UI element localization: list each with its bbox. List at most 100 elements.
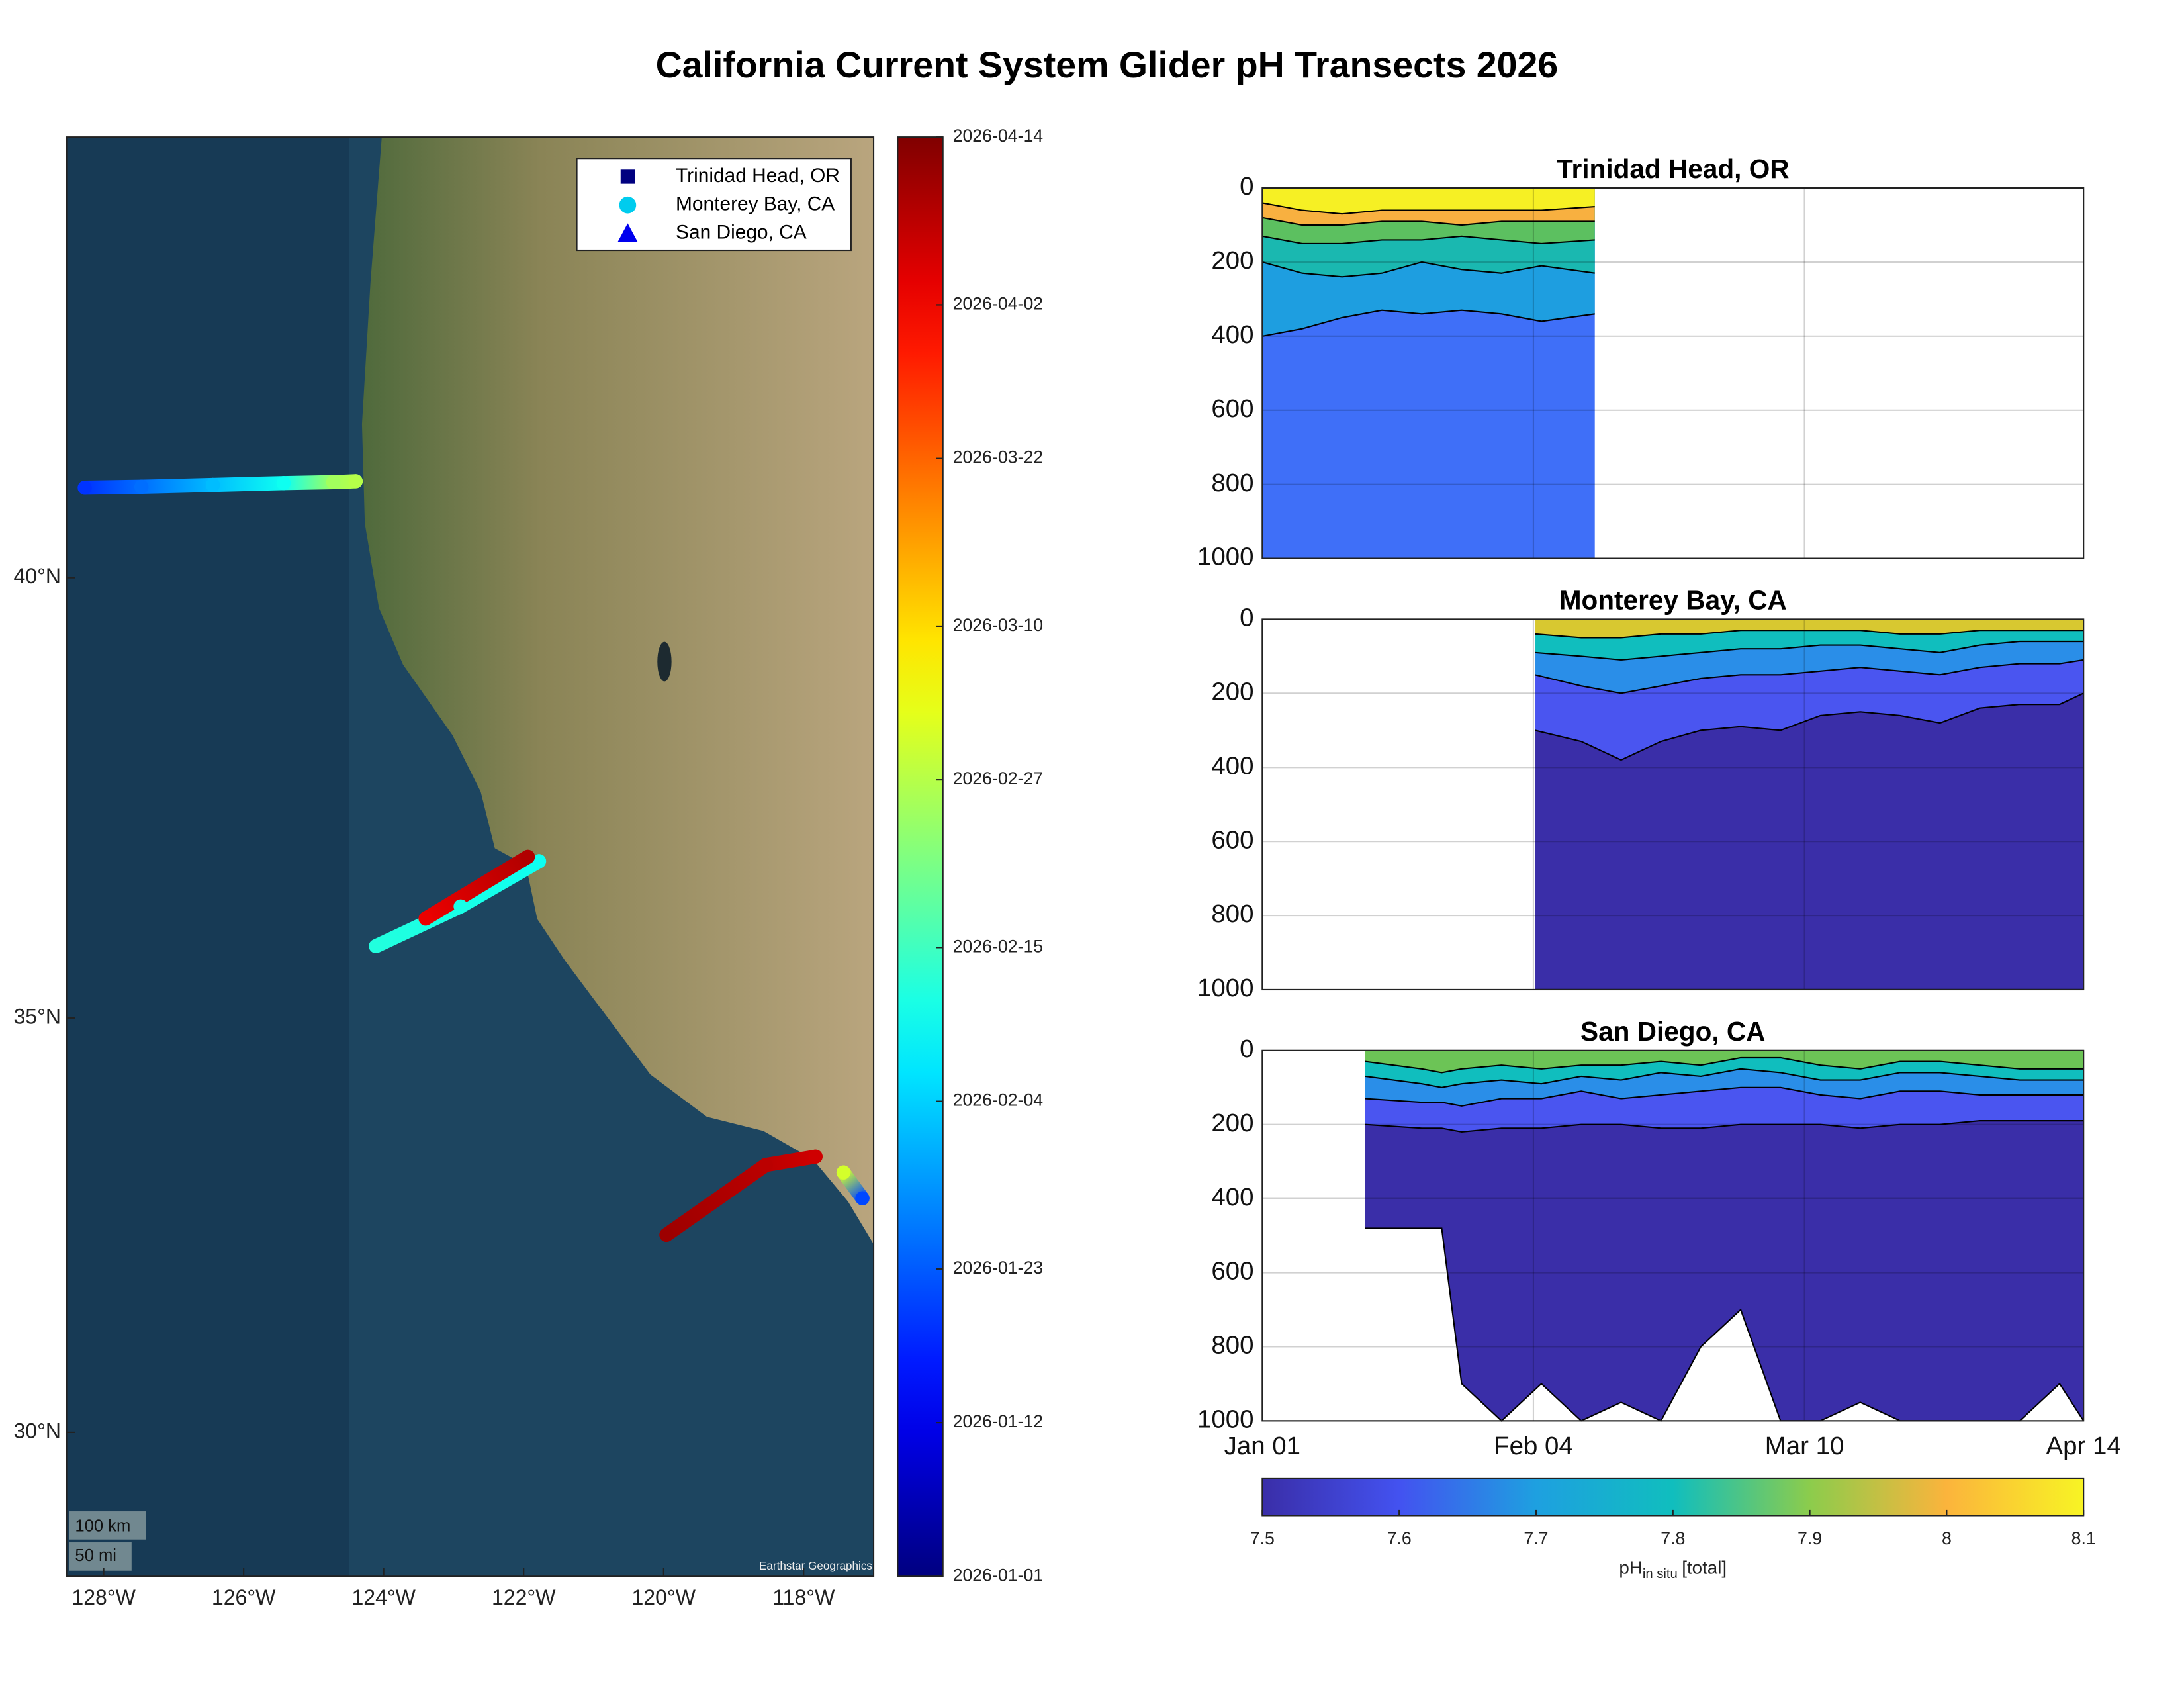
legend-label: Monterey Bay, CA [676,193,835,215]
colorbar-label: pHin situ [total] [1619,1558,1727,1582]
colorbar-tick-label: 2026-02-27 [953,769,1044,788]
track-segment [418,849,535,926]
track-point [276,476,291,491]
contour-line [1365,1056,2084,1074]
track-segment [758,1149,823,1172]
y-tick-label: 200 [1211,246,1253,275]
y-tick-label: 1000 [1197,974,1254,1002]
x-tick-label: Jan 01 [1224,1432,1300,1460]
track-point [808,1149,823,1164]
legend-marker [619,196,637,214]
colorbar-tick-label: 2026-02-04 [953,1090,1044,1110]
scale-bar-km [69,1511,146,1540]
contour-line [1535,630,2084,639]
panel-title: San Diego, CA [1580,1016,1765,1047]
contour-line [1535,640,2084,661]
x-tick-label: Apr 14 [2046,1432,2121,1460]
colorbar-tick-label: 7.8 [1661,1528,1685,1548]
deep-ocean [66,137,349,1577]
y-tick-label: 600 [1211,825,1253,854]
colorbar-tick-label: 2026-01-12 [953,1411,1044,1431]
y-tick-label: 0 [1240,604,1253,632]
track-segment [134,477,220,494]
colorbar-tick-label: 7.7 [1524,1528,1548,1548]
colorbar-tick-label: 8.1 [2071,1528,2096,1548]
track-point [134,479,149,494]
contour-line [1365,1068,2084,1088]
panel-title: Trinidad Head, OR [1557,154,1790,184]
y-tick-label: 200 [1211,1109,1253,1137]
x-tick-label: 122°W [492,1585,556,1609]
x-tick-label: 118°W [772,1585,835,1609]
colorbar [897,136,944,1577]
colorbar-tick-label: 8 [1942,1528,1952,1548]
track-point [659,1227,674,1243]
map-frame [66,136,875,1577]
y-tick-label: 600 [1211,1257,1253,1286]
contour-line [1262,202,1595,215]
track-point [453,899,468,914]
track-point [77,481,92,495]
y-tick-label: 800 [1211,469,1253,497]
x-tick-label: Mar 10 [1765,1432,1844,1460]
contour-line [1262,309,1595,337]
legend-label: San Diego, CA [676,221,807,243]
ph-band [1262,188,1595,214]
track-point [836,1165,851,1180]
x-tick-label: 128°W [71,1585,136,1609]
colorbar-tick-label: 2026-04-02 [953,294,1044,314]
contour-line [1365,1120,2084,1133]
y-tick-label: 0 [1240,1035,1253,1063]
scale-bar-label: 100 km [75,1517,130,1535]
y-tick-label: 200 [1211,677,1253,706]
track-point [369,939,383,954]
legend-marker [620,169,635,184]
track-point [531,854,547,868]
colorbar-tick-label: 2026-02-15 [953,936,1044,956]
plot-frame [1261,1049,2085,1422]
track-point [758,1158,773,1172]
y-tick-label: 400 [1211,320,1253,349]
track-point [855,1191,870,1205]
contour-line [1535,659,2084,694]
y-tick-label: 400 [1211,1183,1253,1211]
track-point [520,849,535,865]
label-suffix: [total] [1682,1558,1727,1578]
scale-bar-label: 50 mi [75,1546,116,1565]
contour-line [1365,1086,2084,1107]
contour-line [1535,692,2084,761]
colorbar-tick-label: 7.6 [1387,1528,1412,1548]
label-sub: in situ [1643,1568,1678,1582]
plot-frame [1261,187,2085,559]
y-tick-label: 0 [1240,172,1253,201]
y-tick-label: 800 [1211,1331,1253,1360]
colorbar-tick-label: 7.9 [1797,1528,1822,1548]
lake [657,641,672,682]
ph-band [1365,1050,2084,1421]
colorbar-tick-label: 2026-03-22 [953,447,1044,467]
scale-bar-mi [69,1542,132,1571]
track-segment [276,475,341,491]
tracks [77,474,870,1243]
colorbar-tick-label: 2026-03-10 [953,615,1044,635]
map-background [66,137,874,1577]
track-segment [659,1158,773,1243]
colorbar-tick-label: 2026-04-14 [953,126,1044,146]
colorbar-tick-label: 2026-01-23 [953,1258,1044,1278]
y-tick-label: 30°N [13,1419,61,1442]
track-segment [453,854,547,914]
x-tick-label: Feb 04 [1494,1432,1573,1460]
legend-label: Trinidad Head, OR [676,165,840,187]
y-tick-label: 1000 [1197,1405,1254,1434]
track-point [418,911,433,926]
colorbar-tick-label: 2026-01-01 [953,1565,1044,1585]
track-segment [205,476,291,492]
contour-line [1262,216,1595,226]
contour-line [1262,261,1595,278]
y-tick-label: 1000 [1197,543,1254,571]
track-point [348,474,363,489]
attribution: Earthstar Geographics [759,1560,872,1572]
x-tick-label: 124°W [351,1585,416,1609]
